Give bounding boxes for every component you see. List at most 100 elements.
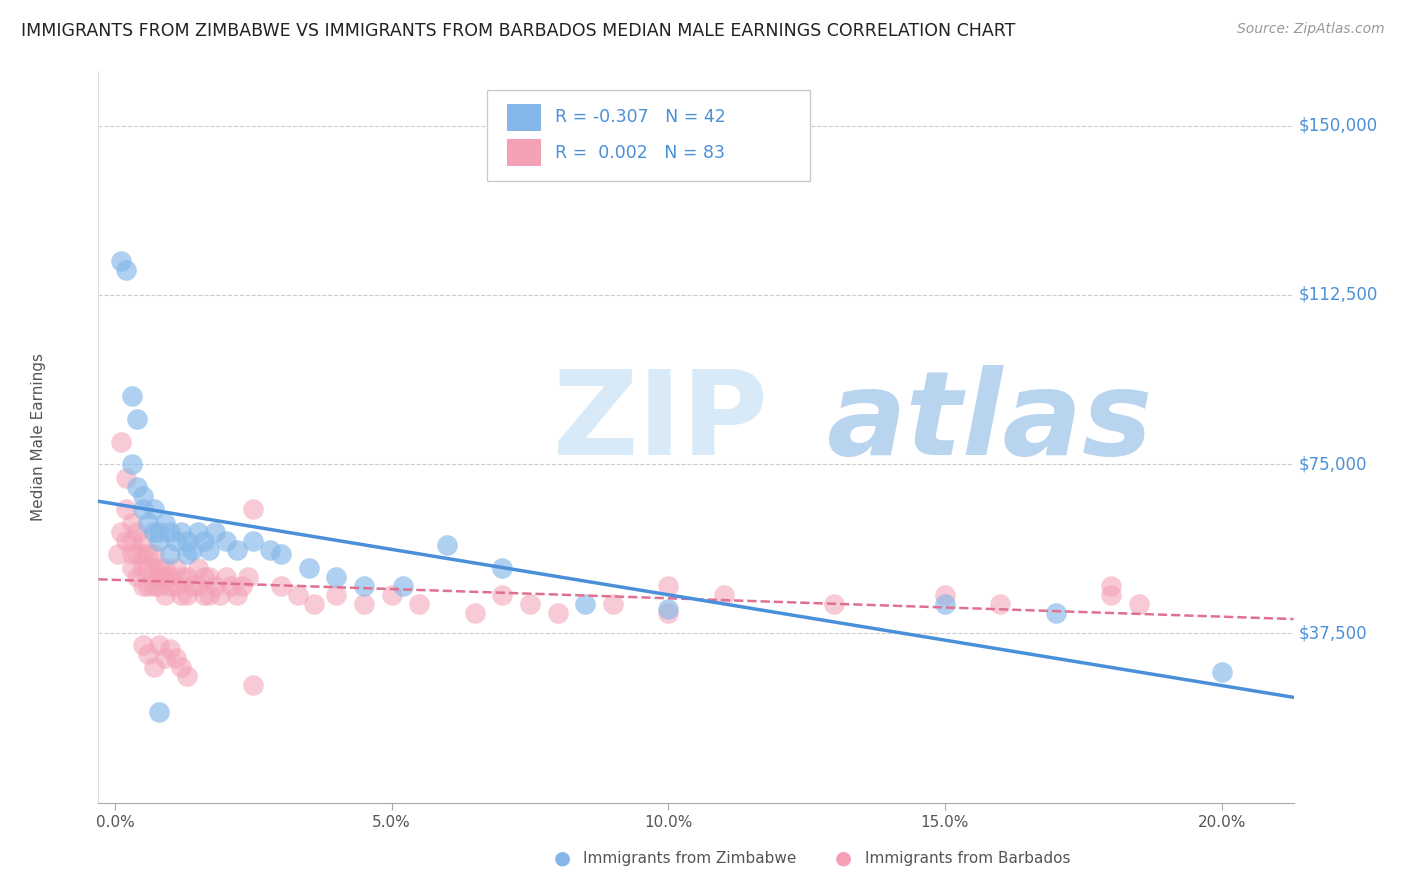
Point — [181, 579, 204, 593]
Point — [1211, 665, 1233, 679]
Point — [165, 651, 187, 665]
Point — [242, 502, 264, 516]
Point — [121, 533, 143, 548]
Point — [121, 561, 143, 575]
Point — [209, 588, 232, 602]
Point — [115, 502, 138, 516]
Point — [115, 533, 138, 548]
Point — [988, 597, 1011, 611]
Point — [491, 588, 513, 602]
Point — [574, 597, 596, 611]
Point — [1099, 588, 1122, 602]
Point — [287, 588, 309, 602]
Point — [236, 570, 259, 584]
Point — [187, 579, 209, 593]
Point — [176, 588, 198, 602]
Point — [127, 548, 149, 562]
Text: atlas: atlas — [827, 365, 1154, 480]
Point — [121, 548, 143, 562]
Point — [148, 706, 170, 720]
Point — [225, 588, 247, 602]
Point — [193, 570, 215, 584]
Point — [298, 561, 321, 575]
Point — [353, 579, 375, 593]
Point — [215, 533, 238, 548]
Point — [547, 606, 569, 620]
Point — [159, 570, 181, 584]
Point — [142, 660, 165, 674]
Point — [165, 561, 187, 575]
Point — [110, 254, 132, 268]
Point — [170, 524, 193, 539]
Point — [159, 548, 181, 562]
Point — [436, 538, 458, 552]
Point — [148, 570, 170, 584]
Point — [193, 533, 215, 548]
Point — [136, 561, 159, 575]
Text: Median Male Earnings: Median Male Earnings — [31, 353, 46, 521]
FancyBboxPatch shape — [508, 103, 541, 131]
Point — [408, 597, 430, 611]
Text: Immigrants from Barbados: Immigrants from Barbados — [865, 851, 1070, 865]
Point — [198, 588, 221, 602]
Text: ZIP: ZIP — [553, 365, 769, 480]
Point — [170, 588, 193, 602]
Point — [121, 516, 143, 530]
Point — [121, 457, 143, 471]
Point — [159, 524, 181, 539]
Point — [110, 524, 132, 539]
Point — [142, 548, 165, 562]
Point — [176, 533, 198, 548]
Point — [934, 588, 956, 602]
Point — [464, 606, 486, 620]
Text: $75,000: $75,000 — [1299, 455, 1368, 473]
Point — [153, 561, 176, 575]
Point — [270, 548, 292, 562]
Point — [602, 597, 624, 611]
Point — [127, 480, 149, 494]
Point — [107, 548, 129, 562]
Text: R = -0.307   N = 42: R = -0.307 N = 42 — [555, 109, 725, 127]
Point — [110, 434, 132, 449]
Point — [325, 588, 347, 602]
Point — [242, 678, 264, 692]
Point — [204, 524, 226, 539]
Point — [131, 502, 153, 516]
Point — [136, 516, 159, 530]
Text: R =  0.002   N = 83: R = 0.002 N = 83 — [555, 144, 725, 161]
Point — [148, 638, 170, 652]
Point — [353, 597, 375, 611]
Text: $112,500: $112,500 — [1299, 285, 1378, 304]
Point — [259, 543, 281, 558]
Point — [325, 570, 347, 584]
Point — [204, 579, 226, 593]
Point — [391, 579, 413, 593]
Point — [657, 579, 679, 593]
Text: Source: ZipAtlas.com: Source: ZipAtlas.com — [1237, 22, 1385, 37]
Point — [219, 579, 242, 593]
Point — [170, 660, 193, 674]
FancyBboxPatch shape — [486, 90, 810, 181]
Point — [231, 579, 253, 593]
Point — [153, 516, 176, 530]
Text: Immigrants from Zimbabwe: Immigrants from Zimbabwe — [583, 851, 797, 865]
Point — [136, 647, 159, 661]
Point — [713, 588, 735, 602]
Point — [381, 588, 404, 602]
Point — [215, 570, 238, 584]
Point — [165, 579, 187, 593]
Point — [657, 606, 679, 620]
Point — [131, 638, 153, 652]
Point — [153, 588, 176, 602]
Point — [270, 579, 292, 593]
Point — [127, 570, 149, 584]
Point — [176, 548, 198, 562]
Point — [225, 543, 247, 558]
Point — [148, 533, 170, 548]
Point — [131, 548, 153, 562]
Text: IMMIGRANTS FROM ZIMBABWE VS IMMIGRANTS FROM BARBADOS MEDIAN MALE EARNINGS CORREL: IMMIGRANTS FROM ZIMBABWE VS IMMIGRANTS F… — [21, 22, 1015, 40]
Point — [934, 597, 956, 611]
Point — [142, 561, 165, 575]
Text: ●: ● — [835, 848, 852, 868]
Point — [519, 597, 541, 611]
